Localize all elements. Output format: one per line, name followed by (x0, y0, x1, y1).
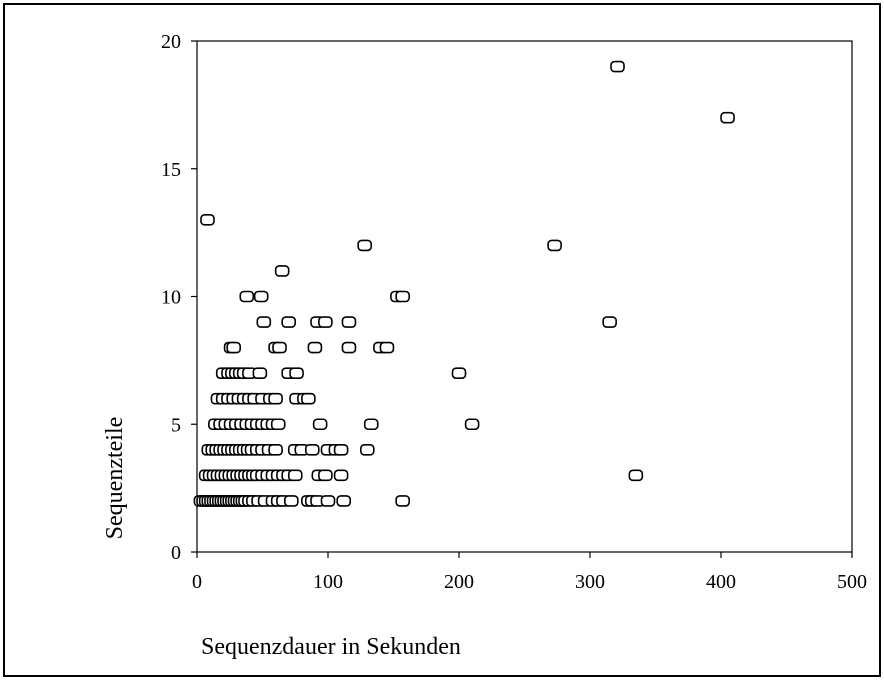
data-point (333, 469, 349, 482)
y-axis-title: Sequenzteile (102, 417, 128, 540)
y-axis-ticks: 0 5 10 15 20 (161, 31, 197, 564)
y-tick-label: 15 (161, 159, 181, 181)
data-point (268, 392, 283, 405)
data-point (289, 367, 304, 379)
data-point (268, 443, 283, 456)
data-point (395, 495, 410, 507)
data-point (379, 341, 395, 354)
x-tick-label: 200 (444, 571, 474, 593)
y-tick-label: 20 (161, 31, 181, 53)
x-tick-label: 0 (192, 571, 202, 593)
data-point (610, 60, 625, 73)
data-point (318, 316, 333, 328)
data-point (318, 469, 333, 482)
y-tick-label: 5 (171, 414, 181, 436)
x-tick-label: 300 (575, 571, 605, 593)
data-point (336, 495, 352, 507)
data-point (270, 418, 286, 431)
data-point (307, 341, 323, 354)
data-point (256, 316, 272, 328)
data-point (628, 469, 644, 482)
data-point (333, 443, 349, 456)
data-point (239, 290, 255, 303)
data-point (602, 316, 617, 328)
data-point (312, 418, 328, 431)
data-point (451, 367, 467, 379)
x-tick-label: 500 (837, 571, 867, 593)
data-point (359, 443, 375, 456)
data-point (547, 239, 562, 252)
data-point (226, 341, 241, 354)
data-point (252, 367, 268, 379)
data-point (200, 214, 215, 226)
data-point (363, 418, 379, 431)
x-tick-label: 100 (313, 571, 343, 593)
data-point (395, 290, 410, 303)
y-tick-label: 10 (161, 287, 181, 309)
x-tick-label: 400 (706, 571, 736, 593)
data-point (274, 265, 290, 277)
data-point (301, 392, 316, 405)
data-point (253, 290, 269, 303)
data-point (284, 495, 299, 507)
data-point (341, 341, 357, 354)
data-point (281, 316, 297, 328)
x-axis-ticks: 0 100 200 300 400 500 (192, 552, 867, 593)
data-point (357, 239, 372, 252)
data-point (464, 418, 480, 431)
plot-area (196, 40, 853, 553)
y-tick-label: 0 (171, 542, 181, 564)
data-point (287, 469, 303, 482)
plot-box (196, 40, 853, 553)
data-point (720, 111, 735, 124)
data-point (304, 443, 320, 456)
data-point (320, 495, 336, 507)
x-axis-title: Sequenzdauer in Sekunden (201, 634, 461, 660)
data-point (341, 316, 357, 328)
data-point (272, 341, 287, 354)
data-points (193, 60, 735, 507)
